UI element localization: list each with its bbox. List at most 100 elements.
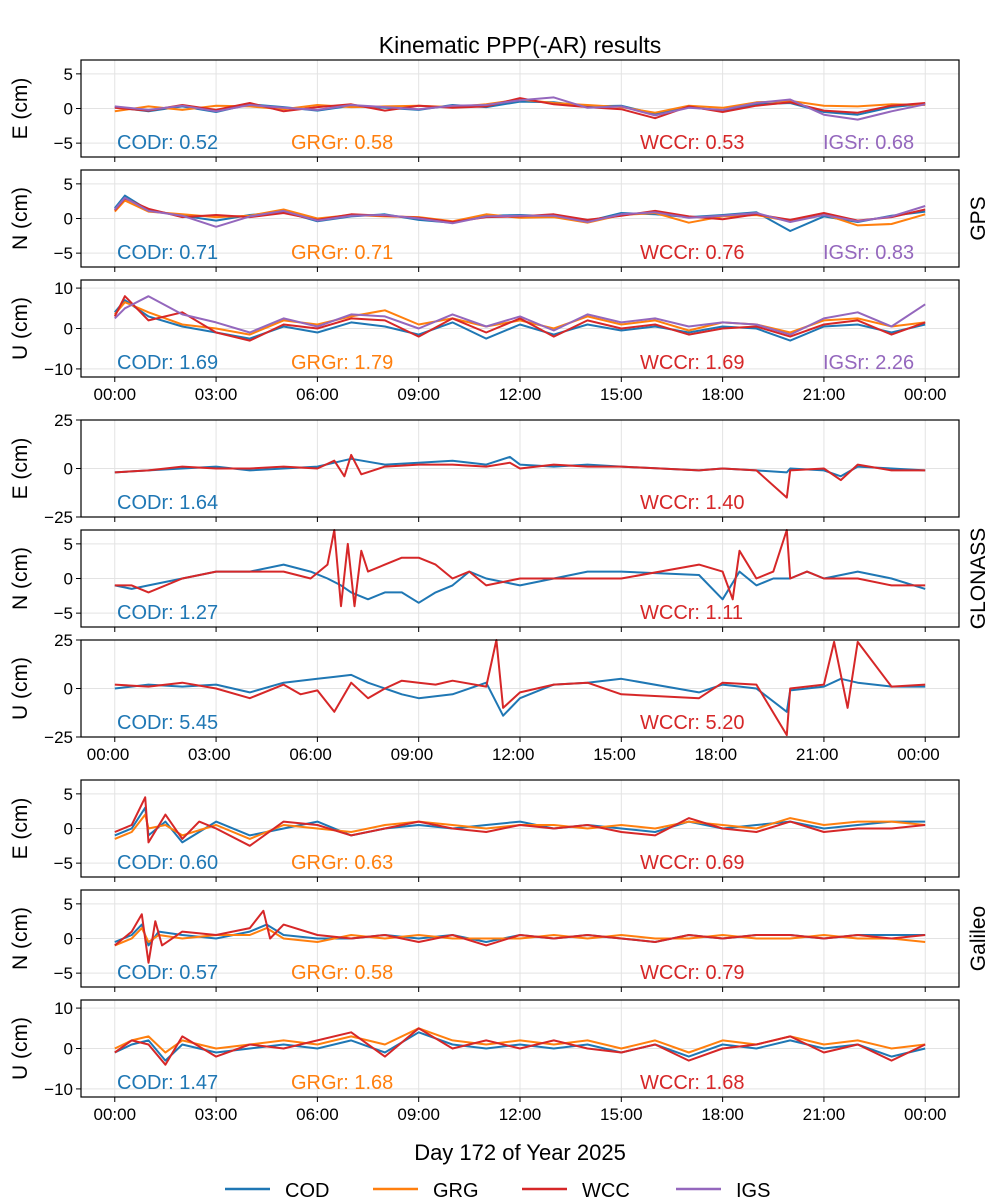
rms-label: CODr: 0.52 bbox=[117, 132, 218, 154]
axes-frame bbox=[80, 779, 960, 878]
rms-label: CODr: 1.27 bbox=[117, 602, 218, 624]
x-tick-label: 00:00 bbox=[897, 745, 940, 764]
rms-label: CODr: 0.57 bbox=[117, 962, 218, 984]
y-axis-label: N (cm) bbox=[9, 187, 32, 250]
y-tick-label: 0 bbox=[64, 460, 73, 479]
x-tick-label: 18:00 bbox=[701, 1105, 744, 1124]
x-tick-label: 21:00 bbox=[803, 385, 846, 404]
y-tick-label: 0 bbox=[64, 930, 73, 949]
y-axis-label: E (cm) bbox=[9, 438, 32, 500]
axes-frame bbox=[80, 419, 960, 518]
series-line-wcc bbox=[113, 295, 926, 342]
x-tick-label: 09:00 bbox=[397, 385, 440, 404]
series-line-igs bbox=[114, 96, 926, 121]
rms-label: WCCr: 1.68 bbox=[640, 1072, 744, 1094]
x-tick-label: 03:00 bbox=[188, 745, 231, 764]
panel-galileo-n: 5 0 −5 N (cm) CODr: 0.57 GRGr: 0.58 WCCr: 0.79 bbox=[9, 889, 960, 992]
group-label: GPS bbox=[967, 196, 990, 240]
y-axis-label: U (cm) bbox=[9, 297, 32, 360]
series-line-wcc bbox=[114, 453, 926, 499]
figure-title: Kinematic PPP(-AR) results bbox=[379, 32, 661, 58]
rms-label: GRGr: 0.71 bbox=[291, 242, 393, 264]
y-tick-label: −25 bbox=[44, 728, 73, 747]
rms-label: WCCr: 1.40 bbox=[640, 492, 744, 514]
y-tick-label: −5 bbox=[54, 604, 73, 623]
x-tick-label: 00:00 bbox=[904, 1105, 947, 1124]
rms-label: WCCr: 1.11 bbox=[640, 602, 743, 624]
series-line-wcc bbox=[114, 796, 926, 847]
panels: 5 0 −5 E (cm) CODr: 0.52 GRGr: 0.58 WCCr: 0.53… bbox=[9, 59, 960, 1102]
x-tick-label: 03:00 bbox=[195, 385, 238, 404]
rms-label: WCCr: 0.76 bbox=[640, 242, 744, 264]
y-axis-label: N (cm) bbox=[9, 907, 32, 970]
rms-label: WCCr: 0.69 bbox=[640, 852, 744, 874]
y-axis-label: E (cm) bbox=[9, 798, 32, 860]
series-line-wcc bbox=[114, 909, 926, 964]
y-tick-label: −5 bbox=[54, 964, 73, 983]
y-tick-label: −5 bbox=[54, 244, 73, 263]
y-axis-label: U (cm) bbox=[9, 1017, 32, 1080]
legend-label: GRG bbox=[433, 1180, 479, 1200]
x-tick-label: 21:00 bbox=[803, 1105, 846, 1124]
x-tick-label: 15:00 bbox=[600, 385, 643, 404]
y-axis-label: E (cm) bbox=[9, 78, 32, 140]
series-line-wcc bbox=[114, 529, 926, 608]
axes-frame bbox=[80, 59, 960, 158]
y-tick-label: 5 bbox=[64, 785, 73, 804]
series-line-grg bbox=[114, 301, 926, 336]
axes-frame bbox=[80, 889, 960, 988]
x-tick-label: 21:00 bbox=[796, 745, 839, 764]
x-tick-label: 15:00 bbox=[600, 1105, 643, 1124]
x-axis-label: Day 172 of Year 2025 bbox=[414, 1140, 626, 1165]
y-tick-label: 0 bbox=[64, 100, 73, 119]
panel-gps-u: 10 0 −10 U (cm) CODr: 1.69 GRGr: 1.79 WCCr: 1.… bbox=[9, 279, 960, 382]
x-tick-label: 18:00 bbox=[695, 745, 738, 764]
rms-label: IGSr: 2.26 bbox=[823, 352, 914, 374]
panel-glonass-n: 5 0 −5 N (cm) CODr: 1.27 WCCr: 1.11 bbox=[9, 529, 960, 632]
y-tick-label: −5 bbox=[54, 854, 73, 873]
legend-label: COD bbox=[285, 1180, 329, 1200]
y-tick-label: 0 bbox=[64, 820, 73, 839]
rms-label: CODr: 0.71 bbox=[117, 242, 218, 264]
y-tick-label: −5 bbox=[54, 134, 73, 153]
y-tick-label: 5 bbox=[64, 175, 73, 194]
panel-glonass-e: 25 0 −25 E (cm) CODr: 1.64 WCCr: 1.40 bbox=[9, 411, 960, 527]
series-line-igs bbox=[114, 295, 926, 336]
rms-label: IGSr: 0.68 bbox=[823, 132, 914, 154]
x-tick-label: 09:00 bbox=[397, 1105, 440, 1124]
axes-frame bbox=[80, 169, 960, 268]
rms-label: CODr: 5.45 bbox=[117, 712, 218, 734]
rms-label: CODr: 1.64 bbox=[117, 492, 218, 514]
x-tick-label: 09:00 bbox=[391, 745, 434, 764]
x-tick-label: 12:00 bbox=[499, 1105, 542, 1124]
rms-label: GRGr: 1.79 bbox=[291, 352, 393, 374]
y-tick-label: 25 bbox=[54, 631, 73, 650]
x-tick-label: 06:00 bbox=[296, 385, 339, 404]
axes-frame bbox=[80, 279, 960, 378]
rms-label: CODr: 1.69 bbox=[117, 352, 218, 374]
x-tick-label: 12:00 bbox=[499, 385, 542, 404]
panel-glonass-u: 25 0 −25 U (cm) CODr: 5.45 WCCr: 5.20 bbox=[9, 631, 960, 747]
x-tick-label: 00:00 bbox=[93, 1105, 136, 1124]
x-tick-label: 00:00 bbox=[93, 385, 136, 404]
group-labels: GPS GLONASS Galileo bbox=[967, 196, 990, 971]
rms-label: GRGr: 0.58 bbox=[291, 132, 393, 154]
group-label: GLONASS bbox=[967, 528, 990, 630]
rms-label: CODr: 0.60 bbox=[117, 852, 218, 874]
series-line-wcc bbox=[114, 639, 926, 737]
x-tick-label: 06:00 bbox=[296, 1105, 339, 1124]
y-tick-label: 0 bbox=[64, 570, 73, 589]
panel-gps-n: 5 0 −5 N (cm) CODr: 0.71 GRGr: 0.71 WCCr: 0.76… bbox=[9, 169, 960, 272]
series-line-grg bbox=[114, 813, 926, 840]
x-tick-label: 18:00 bbox=[701, 385, 744, 404]
y-axis-label: N (cm) bbox=[9, 547, 32, 610]
series-line-wcc bbox=[114, 1027, 926, 1066]
y-tick-label: 0 bbox=[64, 320, 73, 339]
legend: COD GRG WCC IGS bbox=[225, 1180, 770, 1200]
series-line-wcc bbox=[114, 97, 926, 120]
panel-galileo-e: 5 0 −5 E (cm) CODr: 0.60 GRGr: 0.63 WCCr: 0.69 bbox=[9, 779, 960, 882]
rms-label: WCCr: 0.53 bbox=[640, 132, 744, 154]
panel-gps-e: 5 0 −5 E (cm) CODr: 0.52 GRGr: 0.58 WCCr: 0.53… bbox=[9, 59, 960, 162]
rms-label: WCCr: 0.79 bbox=[640, 962, 744, 984]
axes-frame bbox=[80, 529, 960, 628]
